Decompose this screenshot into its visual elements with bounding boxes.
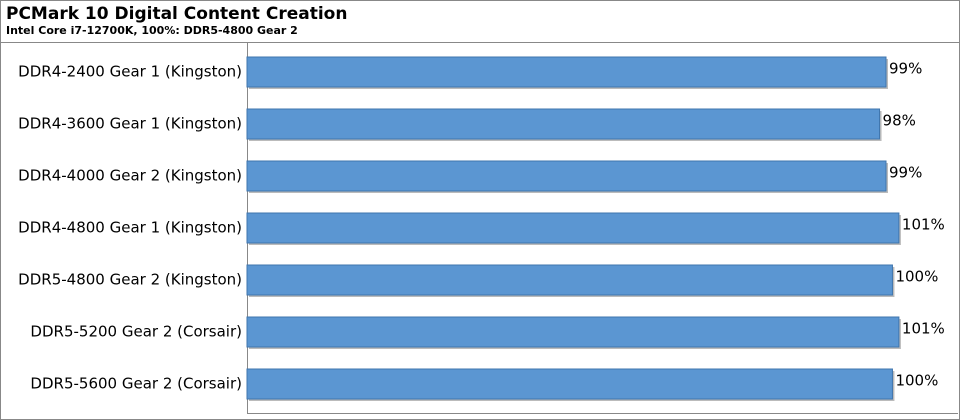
data-label: 101%: [902, 320, 945, 338]
data-label: 101%: [902, 216, 945, 234]
data-label: 100%: [895, 268, 938, 286]
y-tick-label: DDR4-3600 Gear 1 (Kingston): [18, 115, 242, 133]
y-tick-label: DDR4-4800 Gear 1 (Kingston): [18, 219, 242, 237]
bar: [246, 108, 881, 140]
bar: [246, 368, 893, 400]
y-tick-label: DDR4-4000 Gear 2 (Kingston): [18, 167, 242, 185]
data-label: 99%: [889, 60, 922, 78]
data-label: 99%: [889, 164, 922, 182]
bar: [246, 264, 893, 296]
chart-subtitle: Intel Core i7-12700K, 100%: DDR5-4800 Ge…: [6, 24, 298, 37]
data-label: 100%: [895, 372, 938, 390]
chart-title: PCMark 10 Digital Content Creation: [6, 4, 347, 24]
y-tick-label: DDR4-2400 Gear 1 (Kingston): [18, 63, 242, 81]
data-label: 98%: [883, 112, 916, 130]
bar: [246, 160, 887, 192]
y-tick-label: DDR5-4800 Gear 2 (Kingston): [18, 271, 242, 289]
bar: [246, 316, 900, 348]
bar: [246, 56, 887, 88]
y-tick-label: DDR5-5200 Gear 2 (Corsair): [30, 323, 242, 341]
bar: [246, 212, 900, 244]
y-tick-label: DDR5-5600 Gear 2 (Corsair): [30, 375, 242, 393]
